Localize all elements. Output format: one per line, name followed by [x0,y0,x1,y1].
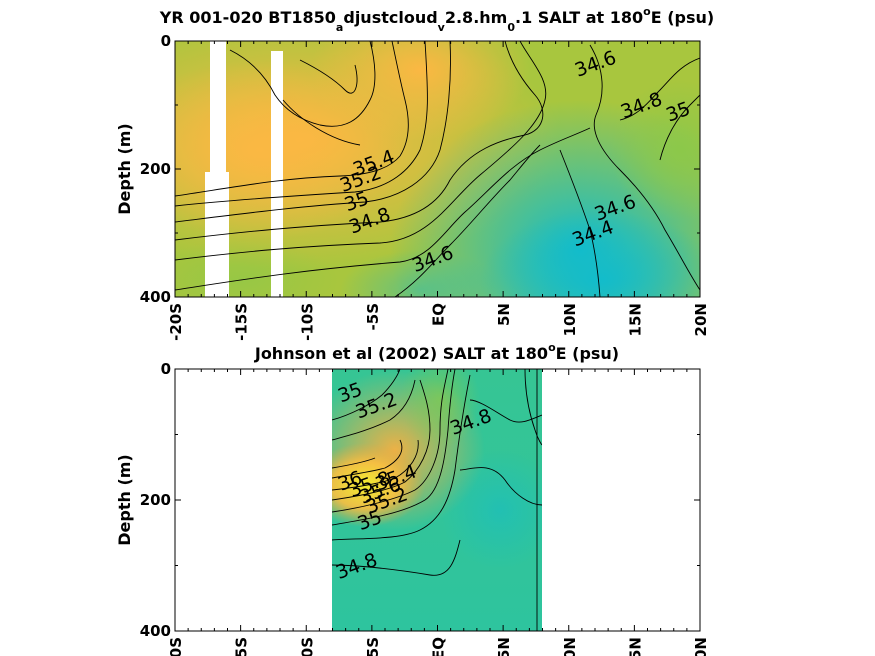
x-tick-label: -10S [298,303,316,341]
panel-model-ylabel: Depth (m) [115,123,134,215]
y-tick-label: 0 [161,32,171,50]
panel-obs-field [332,369,542,631]
x-tick-label: -15S [233,303,251,341]
x-tick-label: 5N [495,637,513,656]
panel-model-title: YR 001-020 BT1850adjustcloudv2.8.hm0.1 S… [159,5,714,34]
x-tick-label: -10S [298,637,316,656]
panel-model: YR 001-020 BT1850adjustcloudv2.8.hm0.1 S… [115,5,714,341]
y-tick-label: 200 [140,160,171,178]
x-tick-label: 10N [561,303,579,336]
panel-obs-ticks [174,368,701,632]
x-tick-label: 10N [561,637,579,656]
panel-obs-title: Johnson et al (2002) SALT at 180oE (psu) [254,341,619,363]
x-tick-label: -20S [167,637,185,656]
x-tick-label: 20N [692,303,710,336]
y-tick-label: 200 [140,491,171,509]
x-tick-label: EQ [430,303,448,326]
x-tick-label: 20N [692,637,710,656]
x-tick-label: 15N [626,637,644,656]
x-tick-label: -20S [167,303,185,341]
x-tick-label: EQ [430,637,448,656]
panel-obs-x-axis: -20S -15S -10S -5S EQ 5N 10N 15N 20N [167,637,710,656]
x-tick-label: 15N [626,303,644,336]
panel-obs-ylabel: Depth (m) [115,454,134,546]
panel-model-ticks [174,40,701,298]
panel-model-field [175,41,700,297]
x-tick-label: 5N [495,303,513,326]
y-tick-label: 400 [140,622,171,640]
x-tick-label: -5S [364,303,382,330]
x-tick-label: -5S [364,637,382,656]
panel-model-gap [271,51,283,297]
y-tick-label: 0 [161,360,171,378]
panel-model-x-axis: -20S -15S -10S -5S EQ 5N 10N 15N 20N [167,303,710,341]
panel-obs: Johnson et al (2002) SALT at 180oE (psu)… [115,341,710,656]
x-tick-label: -15S [233,637,251,656]
y-tick-label: 400 [140,288,171,306]
panel-obs-y-axis: 0 200 400 [140,360,171,640]
panel-model-y-axis: 0 200 400 [140,32,171,306]
